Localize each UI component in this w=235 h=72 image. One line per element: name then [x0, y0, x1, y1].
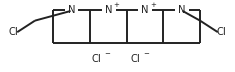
Text: Cl: Cl — [8, 27, 18, 37]
Text: +: + — [114, 2, 119, 8]
Text: −: − — [144, 51, 149, 57]
Text: Cl: Cl — [217, 27, 227, 37]
Text: N: N — [178, 5, 185, 15]
Text: −: − — [104, 51, 110, 57]
Text: Cl: Cl — [131, 54, 141, 64]
Text: +: + — [150, 2, 156, 8]
Text: Cl: Cl — [91, 54, 101, 64]
Text: N: N — [68, 5, 75, 15]
Text: N: N — [141, 5, 149, 15]
Text: N: N — [105, 5, 112, 15]
